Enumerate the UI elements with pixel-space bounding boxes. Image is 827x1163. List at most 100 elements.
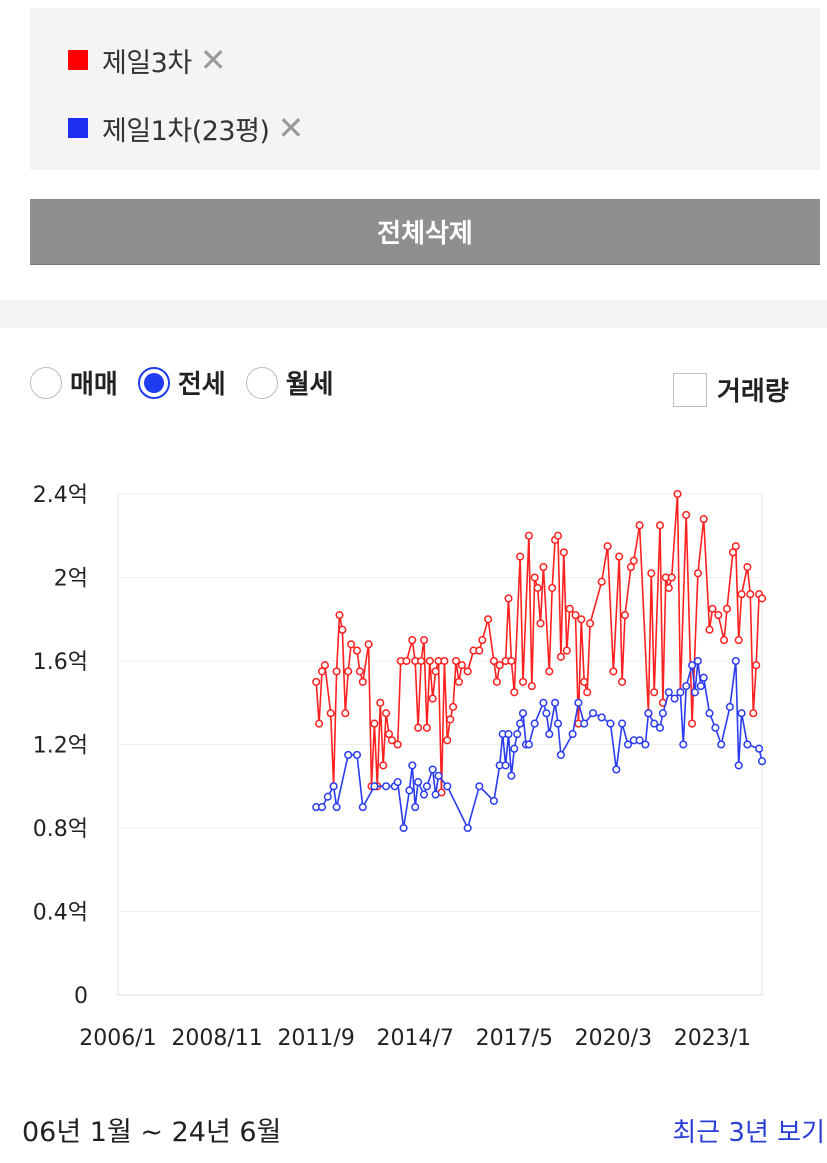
data-point: [618, 677, 627, 686]
data-point: [463, 823, 472, 833]
data-point: [688, 719, 697, 728]
data-point: [393, 778, 402, 787]
radio-label: 월세: [285, 370, 334, 400]
data-point: [580, 719, 589, 728]
close-icon[interactable]: ✕: [277, 109, 305, 147]
volume-toggle[interactable]: 거래량: [673, 371, 789, 408]
data-point: [492, 677, 501, 686]
data-point: [320, 661, 329, 670]
data-point: [510, 688, 519, 697]
data-point: [352, 646, 362, 655]
data-point: [484, 615, 493, 624]
data-point: [370, 782, 379, 791]
data-point: [422, 723, 431, 732]
data-point: [650, 688, 659, 697]
data-point: [457, 661, 466, 670]
data-point: [516, 719, 525, 728]
data-point: [419, 790, 429, 799]
data-point: [524, 531, 533, 540]
data-point: [417, 656, 426, 666]
data-point: [431, 790, 440, 799]
data-point: [539, 698, 548, 707]
data-point: [542, 709, 551, 718]
radio-label: 매매: [70, 370, 118, 400]
data-point: [635, 736, 644, 745]
data-point: [489, 796, 498, 805]
data-point: [670, 694, 679, 703]
data-point: [705, 625, 714, 634]
x-tick-label: 2006/1: [79, 1026, 156, 1051]
data-point: [504, 730, 513, 739]
data-point: [696, 682, 705, 691]
data-point: [655, 723, 665, 732]
data-point: [711, 723, 720, 732]
data-point: [682, 682, 691, 691]
data-point: [714, 611, 723, 620]
data-point: [504, 594, 513, 603]
data-point: [641, 740, 650, 749]
data-point: [379, 761, 388, 770]
data-point: [757, 594, 767, 603]
data-point: [568, 730, 577, 739]
data-point: [507, 656, 516, 666]
y-tick-label: 0.8억: [33, 817, 88, 842]
recent-3-years-link[interactable]: 최근 3년 보기: [672, 1118, 825, 1148]
price-line-chart: 0 0.4억 0.8억 1.2억 1.6억 2억 2.4억 2006/1 2008/11 2011…: [33, 483, 767, 1051]
close-icon[interactable]: ✕: [199, 41, 227, 79]
data-point: [489, 656, 498, 666]
data-point: [382, 709, 391, 718]
data-point: [317, 803, 327, 812]
x-tick-label: 2023/1: [674, 1026, 751, 1051]
data-point: [507, 771, 516, 780]
data-point: [443, 736, 452, 745]
delete-all-button[interactable]: 전체삭제: [30, 199, 820, 264]
data-point: [720, 636, 729, 645]
data-point: [384, 730, 394, 739]
data-point: [743, 563, 752, 572]
data-point: [708, 604, 717, 613]
data-point: [501, 761, 510, 770]
data-point: [618, 719, 627, 728]
data-point: [737, 590, 746, 599]
data-point: [454, 677, 463, 686]
data-point: [571, 611, 580, 620]
radio-jeonse[interactable]: 전세: [137, 364, 226, 401]
radio-button[interactable]: [137, 366, 170, 399]
volume-checkbox[interactable]: [673, 372, 707, 407]
data-point: [341, 709, 350, 718]
data-point: [518, 709, 528, 718]
radio-button[interactable]: [245, 366, 278, 399]
data-point: [347, 640, 356, 649]
compare-item-label: 제일3차: [102, 47, 192, 79]
data-point: [577, 615, 586, 624]
data-point: [586, 619, 595, 628]
data-point: [734, 636, 743, 645]
x-tick-label: 2020/3: [575, 1026, 652, 1051]
y-tick-label: 0: [74, 984, 88, 1009]
radio-button[interactable]: [30, 366, 62, 399]
data-point: [635, 521, 644, 530]
radio-monthly-rent[interactable]: 월세: [245, 364, 334, 401]
data-point: [414, 723, 423, 732]
data-point: [667, 573, 676, 582]
data-point: [530, 573, 539, 582]
data-point: [527, 682, 536, 691]
data-point: [650, 719, 659, 728]
data-point: [440, 656, 449, 666]
data-point: [530, 719, 539, 728]
data-point: [434, 771, 443, 780]
data-point: [405, 786, 414, 795]
data-point: [752, 661, 761, 670]
data-point: [536, 619, 545, 628]
radio-sale[interactable]: 매매: [30, 364, 118, 401]
data-point: [376, 698, 385, 707]
data-point: [623, 740, 633, 749]
data-point: [664, 688, 673, 697]
series-color-swatch: [68, 118, 88, 138]
data-point: [583, 688, 592, 697]
data-point: [524, 740, 533, 749]
data-point: [451, 656, 461, 666]
date-range-label: 06년 1월 ~ 24년 6월: [22, 1117, 282, 1148]
data-point: [338, 625, 347, 634]
data-point: [332, 667, 341, 676]
